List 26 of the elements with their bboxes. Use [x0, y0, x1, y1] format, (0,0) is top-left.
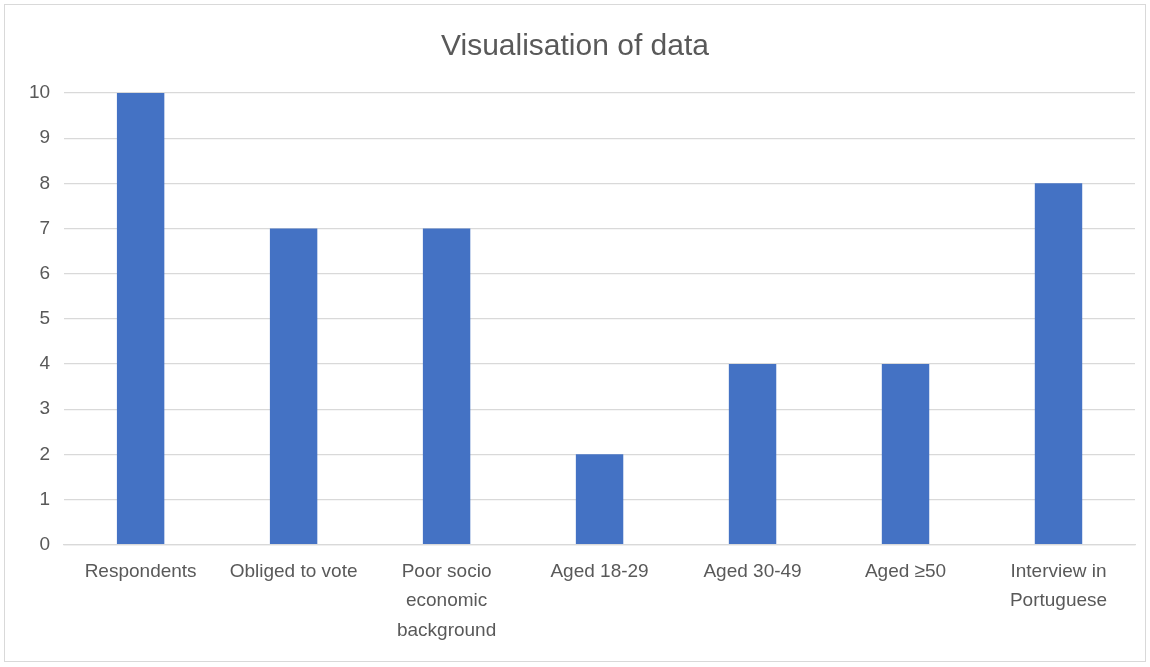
y-tick-label: 7 [39, 216, 51, 238]
x-tick-label: Interview in Portuguese [1009, 559, 1108, 611]
x-tick-label: Aged 30-49 [703, 559, 802, 581]
x-tick-label: Respondents [84, 559, 197, 581]
x-tick-label: Aged 18-29 [550, 559, 649, 581]
bar [881, 363, 930, 544]
bar [422, 228, 471, 544]
bar [728, 363, 777, 544]
x-tick-label: Poor socio economic background [396, 559, 497, 640]
y-tick-label: 9 [39, 126, 51, 148]
y-tick-label: 5 [39, 307, 51, 329]
chart-title: Visualisation of data [441, 28, 710, 62]
y-tick-label: 2 [39, 442, 51, 464]
y-tick-label: 8 [39, 171, 51, 193]
y-tick-label: 10 [28, 81, 51, 103]
x-tick-label: Obliged to vote [229, 559, 358, 581]
x-tick-label: Aged ≥50 [864, 559, 947, 581]
bar [116, 93, 165, 544]
bar [575, 454, 624, 544]
y-tick-label: 6 [39, 261, 51, 283]
bar [1034, 183, 1083, 544]
y-tick-label: 0 [39, 532, 51, 554]
y-tick-label: 1 [39, 487, 51, 509]
y-tick-label: 4 [39, 352, 51, 374]
y-tick-label: 3 [39, 397, 51, 419]
bar [269, 228, 318, 544]
